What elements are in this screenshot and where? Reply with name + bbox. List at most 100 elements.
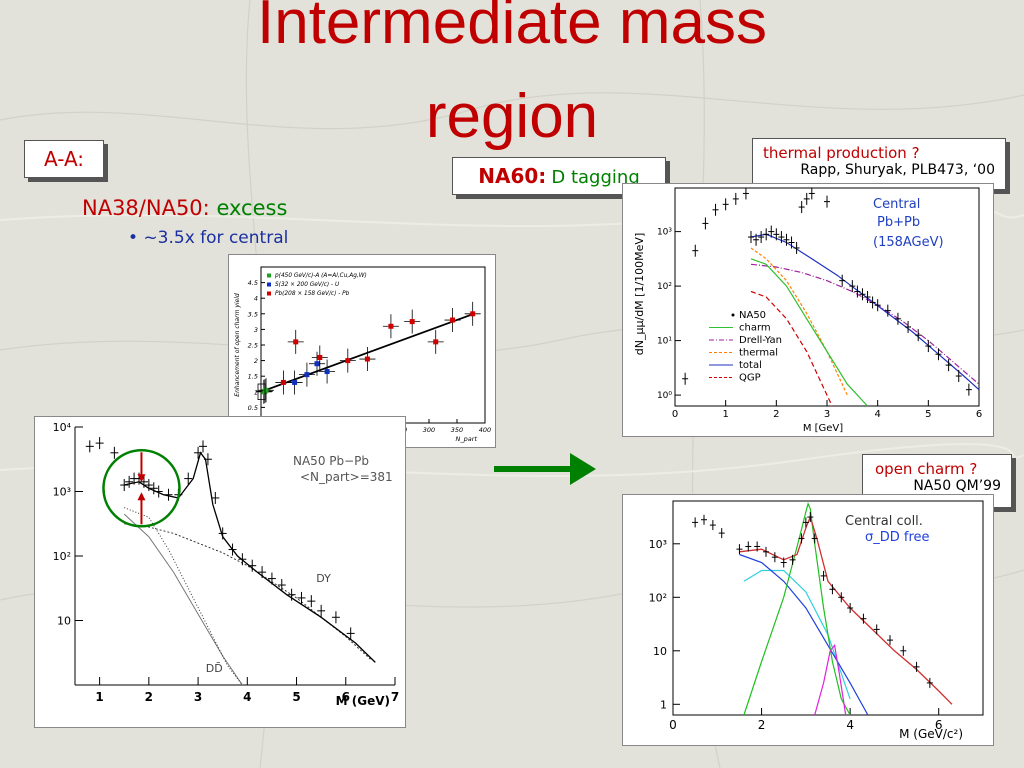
enh-ytick-label: 4: [254, 295, 258, 303]
enh-ytick-label: 4.5: [248, 279, 258, 287]
enh-ytick-label: 1: [254, 388, 258, 396]
na60-xtick-label: 6: [976, 409, 982, 420]
na60-qgp-curve: [750, 290, 833, 407]
enh-legend-label: Pb(208 × 158 GeV/c) - Pb: [275, 291, 350, 297]
charm-axes: [672, 500, 984, 716]
enh-ytick-label: 0.5: [248, 404, 258, 412]
enh-point: [345, 358, 351, 364]
enh-point: [388, 323, 394, 329]
enh-point: [280, 379, 286, 385]
enh-xtick-label: 300: [423, 426, 435, 434]
na50-xtick-label: 2: [145, 690, 153, 704]
na60-xtick-label: 4: [874, 409, 880, 420]
na50-chart: 1 2 3 4 5 6 7 10 10² 10³ 10⁴ M (GeV) NA50 Pb−Pb <N_pa…: [53, 421, 400, 708]
slide-title-line-1: Intermediate mass: [257, 0, 767, 57]
na50-panel: 1 2 3 4 5 6 7 10 10² 10³ 10⁴ M (GeV) NA50 Pb−Pb <N_pa…: [34, 416, 406, 728]
na50-up-arrow-icon: [137, 492, 146, 501]
na60-legend-label: thermal: [739, 348, 778, 359]
charm-xtick-label: 2: [758, 718, 766, 732]
na60-xtick-label: 5: [925, 409, 931, 420]
charm-total-curve: [739, 515, 953, 705]
charm-ytick-label: 10²: [649, 591, 667, 604]
enh-legend-marker: [267, 282, 271, 287]
charm-title: open charm ?: [875, 460, 978, 478]
enh-ytick-label: 1.5: [248, 373, 258, 381]
charm-green-curve: [743, 501, 851, 716]
na60-total-curve: [750, 233, 980, 391]
charm-xtick-label: 4: [846, 718, 854, 732]
green-arrow-icon: [494, 453, 596, 485]
na60-legend-label: Drell-Yan: [739, 335, 782, 346]
bullet-central: • ~3.5x for central: [128, 228, 289, 248]
na50-xtick-label: 3: [194, 690, 202, 704]
enh-ytick-label: 3: [254, 326, 258, 334]
enh-ylabel: Enhancement of open charm yield: [234, 293, 241, 397]
enh-point: [364, 356, 370, 362]
na60-ytick-label: 10³: [657, 228, 672, 238]
enh-point: [293, 339, 299, 345]
charm-title: Central coll.: [845, 514, 923, 529]
slide-title-line-2: region: [425, 82, 599, 151]
charm-ytick-label: 1: [660, 698, 667, 711]
na50-xtick-label: 5: [292, 690, 300, 704]
na50-dy-label: DY: [316, 572, 331, 585]
na60-xtick-label: 0: [672, 409, 678, 420]
na60-legend-label: QGP: [739, 373, 761, 384]
charm-xtick-label: 0: [669, 718, 677, 732]
enh-ytick-label: 2.5: [248, 342, 258, 350]
charm-xlabel: M (GeV/c²): [899, 727, 963, 741]
na60-thermal-curve: [750, 247, 848, 396]
na50-dd-curve: [123, 513, 243, 686]
enh-xlabel: N_part: [456, 435, 478, 443]
enh-legend-marker: [267, 273, 271, 278]
enh-point: [470, 311, 476, 317]
enh-ytick-label: 3.5: [248, 310, 258, 318]
dtag-text: D tagging: [551, 167, 640, 188]
thermal-box: thermal production ? Rapp, Shuryak, PLB4…: [752, 138, 1006, 190]
na50-title: NA50 Pb−Pb: [293, 454, 369, 468]
enh-point: [314, 361, 320, 367]
thermal-ref: Rapp, Shuryak, PLB473, ‘00: [800, 162, 995, 178]
charm-subtitle: σ_DD free: [865, 530, 930, 545]
na38-text: NA38/NA50:: [82, 196, 210, 220]
na60-text: NA60:: [478, 164, 547, 188]
na50-subtitle: <N_part>=381: [300, 470, 393, 484]
enh-xtick-label: 350: [451, 426, 463, 434]
charm-xtick-label: 6: [935, 718, 943, 732]
enh-legend-label: S(32 × 200 GeV/c) - U: [275, 282, 340, 288]
na38-label: NA38/NA50: excess: [82, 196, 287, 220]
na50-xtick-label: 6: [342, 690, 350, 704]
na60-legend-label: NA50: [739, 310, 766, 321]
na50-ytick-label: 10: [57, 615, 71, 628]
charm-blue-curve: [739, 553, 869, 716]
na60-label-box: NA60: D tagging: [452, 157, 666, 195]
na60-ytick-label: 10⁰: [657, 391, 672, 401]
thermal-title: thermal production ?: [763, 144, 920, 162]
enhancement-panel: 0501001502002503003504000.511.522.533.54…: [228, 254, 496, 448]
enh-point: [292, 379, 298, 385]
na60-xtick-label: 2: [773, 409, 779, 420]
na50-xtick-label: 7: [391, 690, 399, 704]
na60-legend-label: total: [739, 360, 762, 371]
na60-axes: [674, 187, 980, 407]
na60-panel: 0 1 2 3 4 5 6 10⁰ 10¹ 10² 10³ dN_μμ/dM [1/100MeV] M …: [622, 183, 994, 437]
na50-ytick-label: 10²: [53, 550, 71, 563]
enh-point: [409, 319, 415, 325]
na60-chart: 0 1 2 3 4 5 6 10⁰ 10¹ 10² 10³ dN_μμ/dM [1/100MeV] M …: [633, 187, 982, 434]
enh-ytick-label: 2: [254, 357, 258, 365]
na50-xlabel: M (GeV): [336, 694, 390, 708]
na60-charm-curve: [750, 258, 868, 407]
excess-text: excess: [216, 196, 288, 220]
enh-point: [317, 354, 323, 360]
enh-legend-marker: [267, 291, 271, 296]
na50-down-arrow-icon: [137, 474, 146, 483]
na50-ytick-label: 10³: [53, 486, 71, 499]
na50-highlight-circle: [102, 449, 181, 528]
charm-panel: 0 2 4 6 1 10 10² 10³ M (GeV/c²) Central coll. σ_DD…: [622, 494, 994, 746]
aa-label: A-A:: [43, 147, 85, 171]
na60-ytick-label: 10²: [657, 282, 672, 292]
enh-point: [433, 339, 439, 345]
na50-dd-label: DD̄: [206, 662, 223, 675]
na60-energy: (158AGeV): [873, 235, 944, 250]
charm-magenta-curve: [814, 643, 847, 716]
